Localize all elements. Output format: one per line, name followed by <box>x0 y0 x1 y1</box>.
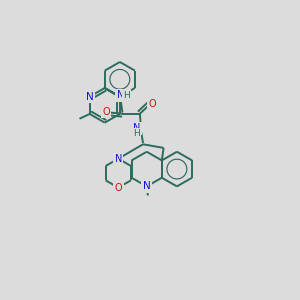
Text: H: H <box>123 91 130 100</box>
Text: O: O <box>149 99 157 109</box>
Text: N: N <box>115 154 122 164</box>
Text: O: O <box>115 183 122 193</box>
Text: H: H <box>133 129 140 138</box>
Text: N: N <box>86 92 94 102</box>
Text: N: N <box>133 123 140 134</box>
Text: N: N <box>117 90 124 100</box>
Text: O: O <box>102 107 110 117</box>
Text: N: N <box>143 182 151 191</box>
